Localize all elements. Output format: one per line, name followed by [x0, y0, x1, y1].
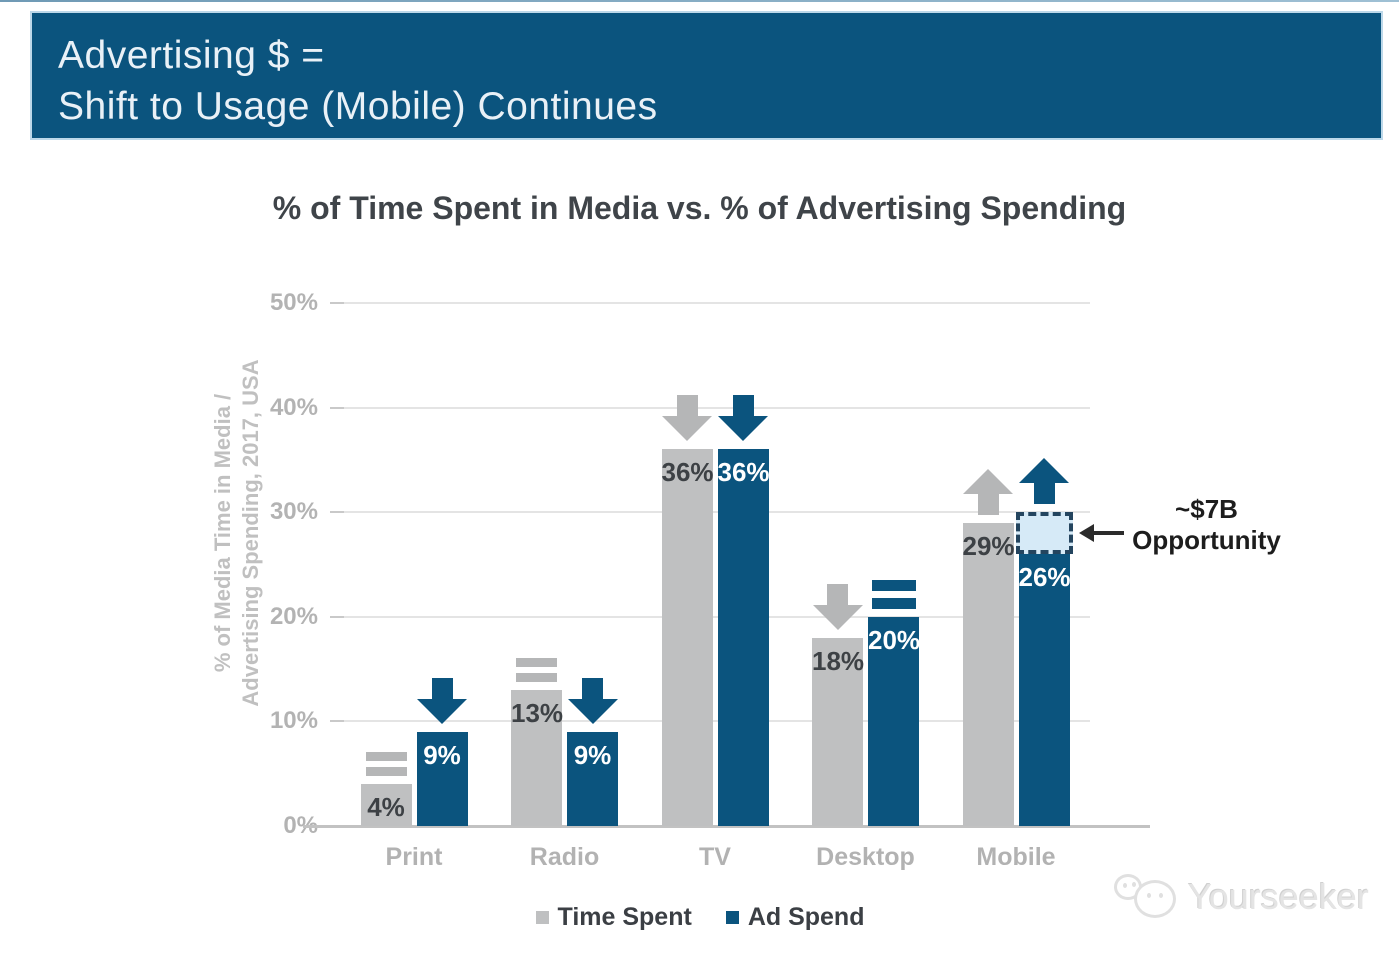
legend-item-ad-spend: Ad Spend [725, 902, 865, 932]
trend-equal-icon-time-spent-print [365, 752, 407, 777]
slide-header: Advertising $ = Shift to Usage (Mobile) … [30, 11, 1383, 140]
y-tick-label-10%: 10% [269, 707, 318, 735]
bar-time-spent-mobile: 29% [962, 522, 1015, 826]
annotation-line2: Opportunity [1132, 525, 1281, 556]
bar-ad-spend-desktop: 20% [868, 616, 921, 826]
gridline-40% [340, 406, 1090, 409]
legend-item-time-spent: Time Spent [535, 902, 692, 932]
value-label-ad-spend-print: 9% [423, 739, 461, 770]
category-label-tv: TV [699, 843, 731, 871]
category-label-radio: Radio [529, 843, 600, 871]
annotation-text: ~$7B Opportunity [1122, 494, 1292, 556]
gridline-30% [340, 511, 1090, 514]
y-tick-10% [330, 720, 344, 723]
chart-legend: Time Spent Ad Spend [400, 900, 1000, 934]
bar-ad-spend-print: 9% [416, 731, 468, 826]
ad-spend-swatch-icon [725, 910, 739, 924]
y-tick-label-40%: 40% [269, 393, 318, 421]
bar-time-spent-desktop: 18% [812, 637, 865, 826]
y-tick-50% [330, 302, 344, 304]
chart-title: % of Time Spent in Media vs. % of Advert… [272, 190, 1127, 226]
value-label-ad-spend-mobile: 26% [1018, 562, 1071, 593]
value-label-ad-spend-radio: 9% [573, 739, 612, 770]
y-tick-label-30%: 30% [269, 498, 318, 526]
annotation-line1: ~$7B [1175, 494, 1238, 525]
time-spent-swatch-icon [535, 910, 549, 924]
trend-down-icon-time-spent-tv [662, 395, 712, 442]
value-label-ad-spend-tv: 36% [717, 457, 770, 488]
opportunity-gap-box [1015, 512, 1073, 555]
trend-up-icon-ad-spend-mobile [1019, 458, 1069, 505]
trend-down-icon-ad-spend-radio [567, 677, 618, 724]
value-label-ad-spend-desktop: 20% [868, 624, 921, 655]
watermark: Yourseeker [1112, 868, 1392, 930]
trend-equal-icon-ad-spend-desktop [871, 579, 916, 609]
y-tick-20% [330, 615, 344, 618]
y-tick-30% [330, 511, 344, 514]
trend-down-icon-time-spent-desktop [812, 583, 863, 630]
gridline-50% [340, 302, 1090, 304]
bar-time-spent-radio: 13% [511, 690, 564, 826]
value-label-time-spent-print: 4% [367, 792, 405, 823]
header-title-line1: Advertising $ = [58, 34, 325, 77]
gridline-10% [340, 720, 1090, 723]
trend-down-icon-ad-spend-print [417, 677, 467, 724]
y-tick-label-20%: 20% [269, 602, 318, 630]
trend-down-icon-ad-spend-tv [718, 395, 768, 442]
bar-ad-spend-radio: 9% [567, 731, 618, 826]
header-title-line2: Shift to Usage (Mobile) Continues [58, 85, 658, 128]
annotation-arrow-head [1078, 524, 1094, 543]
annotation-arrow-shaft [1092, 531, 1124, 536]
category-label-mobile: Mobile [976, 843, 1056, 871]
gridline-20% [340, 615, 1090, 618]
bar-ad-spend-tv: 36% [717, 449, 770, 826]
top-divider-line [0, 0, 1399, 2]
trend-equal-icon-time-spent-radio [516, 658, 557, 683]
bar-time-spent-tv: 36% [661, 449, 714, 826]
bar-time-spent-print: 4% [360, 784, 412, 826]
value-label-time-spent-desktop: 18% [812, 645, 865, 676]
watermark-text: Yourseeker [1188, 876, 1369, 917]
value-label-time-spent-tv: 36% [661, 457, 714, 488]
y-tick-label-50%: 50% [269, 289, 318, 316]
y-tick-40% [330, 406, 344, 409]
bar-ad-spend-mobile: 26% [1018, 554, 1071, 826]
legend-label-ad-spend: Ad Spend [747, 902, 865, 931]
category-label-print: Print [385, 843, 443, 871]
trend-up-icon-time-spent-mobile [963, 468, 1013, 515]
legend-label-time-spent: Time Spent [557, 902, 692, 931]
value-label-time-spent-mobile: 29% [962, 530, 1015, 561]
value-label-time-spent-radio: 13% [511, 698, 564, 729]
chat-bubble-large-icon [1134, 880, 1176, 918]
x-axis-line [303, 825, 1150, 828]
category-label-desktop: Desktop [816, 843, 915, 871]
